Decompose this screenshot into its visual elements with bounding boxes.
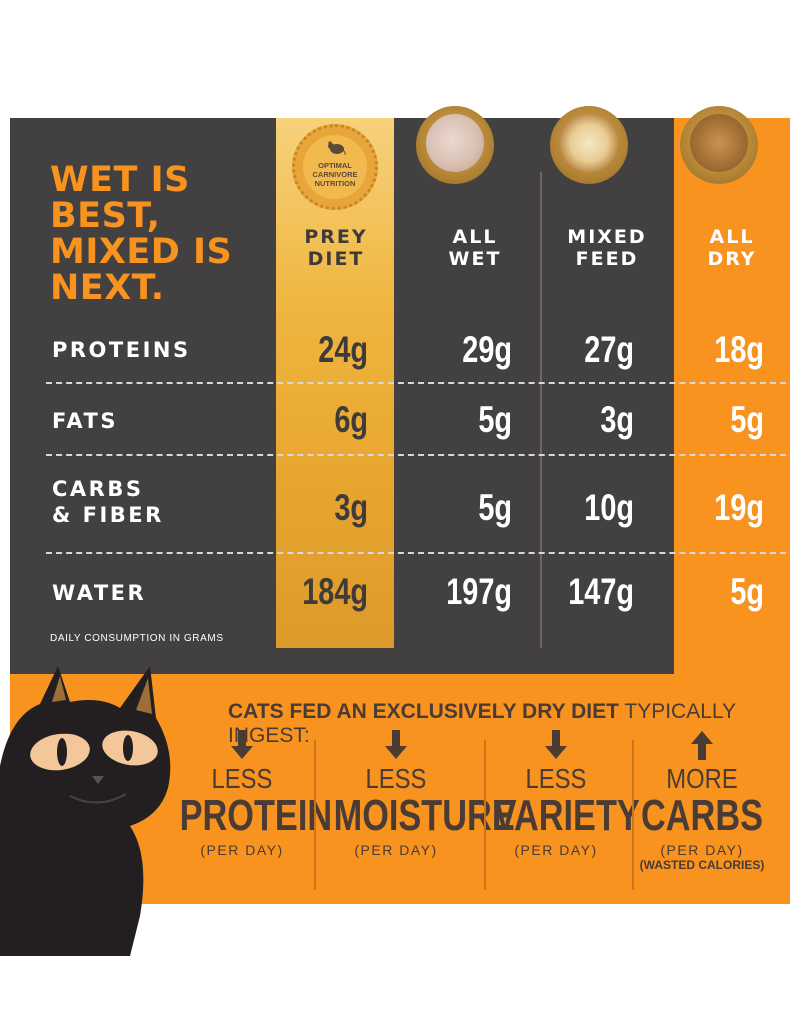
wet-food-bowl-image — [416, 106, 494, 184]
arrow-down-icon — [545, 730, 567, 759]
dry-diet-title-bold: CATS FED AN EXCLUSIVELY DRY DIET — [228, 700, 619, 723]
fats-dry-value: 5g — [730, 399, 764, 440]
carbs-mixed-value: 10g — [584, 487, 634, 528]
carbs-wet-value: 5g — [478, 487, 512, 528]
black-cat-illustration — [0, 666, 171, 956]
row-label-carbs-fiber: CARBS & FIBER — [52, 477, 164, 527]
nutrition-infographic: WET IS BEST, MIXED IS NEXT. OPTIMAL CARN… — [10, 106, 790, 904]
dry-food-bowl-image — [680, 106, 758, 184]
proteins-prey-value: 24g — [318, 329, 368, 370]
headline: WET IS BEST, MIXED IS NEXT. — [50, 160, 233, 308]
water-dry-value: 5g — [730, 571, 764, 612]
fats-mixed-value: 3g — [600, 399, 634, 440]
column-header-mixed-feed: MIXED FEED — [567, 226, 647, 270]
column-header-all-dry: ALL DRY — [707, 226, 757, 270]
footnote: DAILY CONSUMPTION IN GRAMS — [50, 633, 224, 644]
stat-less-moisture: LESS MOISTURE (PER DAY) — [316, 730, 515, 858]
row-divider — [46, 454, 786, 456]
arrow-down-icon — [231, 730, 253, 759]
stat-less-variety: LESS VARIETY (PER DAY) — [476, 730, 640, 858]
water-wet-value: 197g — [446, 571, 512, 612]
column-header-all-wet: ALL WET — [448, 226, 502, 270]
column-header-prey-diet: PREY DIET — [304, 226, 368, 270]
row-divider — [46, 552, 786, 554]
dry-diet-title-light: TYPICALLY INGEST: — [228, 700, 736, 747]
carbs-dry-value: 19g — [714, 487, 764, 528]
row-label-proteins: PROTEINS — [52, 338, 191, 362]
stat-divider — [314, 740, 316, 890]
badge-text: OPTIMAL CARNIVORE NUTRITION — [312, 161, 358, 188]
proteins-dry-value: 18g — [714, 329, 764, 370]
carbs-prey-value: 3g — [334, 487, 368, 528]
row-label-fats: FATS — [52, 409, 119, 433]
water-mixed-value: 147g — [568, 571, 634, 612]
stat-more-carbs: MORE CARBS (PER DAY) (WASTED CALORIES) — [622, 730, 782, 872]
row-label-water: WATER — [52, 581, 147, 605]
water-prey-value: 184g — [302, 571, 368, 612]
dry-diet-title: CATS FED AN EXCLUSIVELY DRY DIET TYPICAL… — [228, 700, 788, 748]
all-dry-column-bg — [674, 118, 790, 674]
stat-divider — [484, 740, 486, 890]
arrow-down-icon — [385, 730, 407, 759]
proteins-wet-value: 29g — [462, 329, 512, 370]
stat-divider — [632, 740, 634, 890]
mouse-icon — [328, 141, 346, 155]
optimal-nutrition-badge: OPTIMAL CARNIVORE NUTRITION — [292, 124, 378, 210]
column-divider — [540, 172, 542, 648]
arrow-up-icon — [691, 731, 713, 760]
fats-prey-value: 6g — [334, 399, 368, 440]
row-divider — [46, 382, 786, 384]
fats-wet-value: 5g — [478, 399, 512, 440]
proteins-mixed-value: 27g — [584, 329, 634, 370]
comparison-panel — [10, 118, 790, 674]
mixed-food-bowl-image — [550, 106, 628, 184]
stat-less-protein: LESS PROTEIN (PER DAY) — [162, 730, 332, 858]
